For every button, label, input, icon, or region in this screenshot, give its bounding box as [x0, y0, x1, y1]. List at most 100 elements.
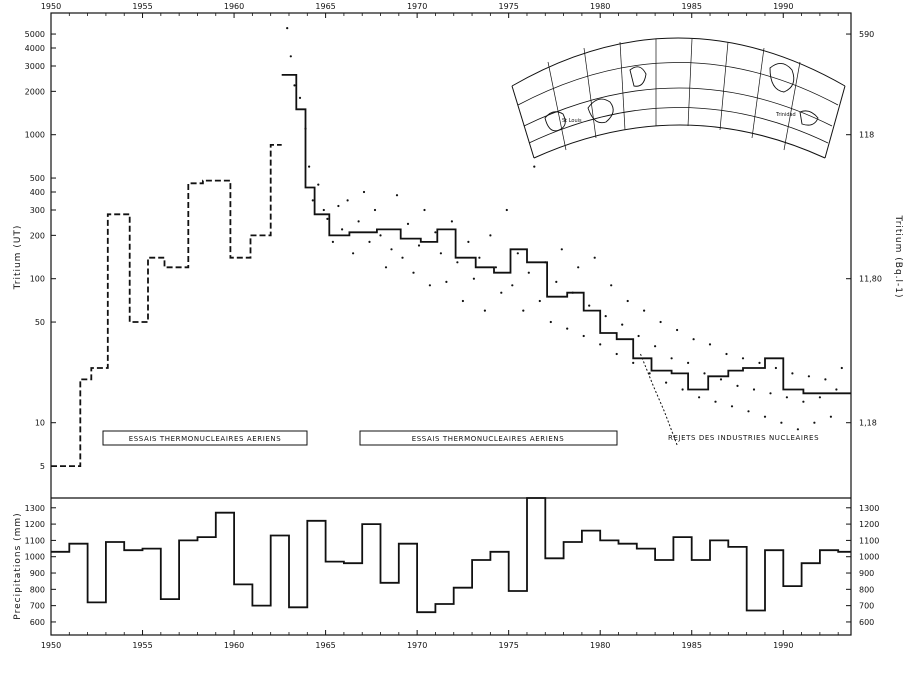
tritium-sample-point	[835, 388, 838, 391]
tritium-right-tick-label: 590	[859, 30, 874, 39]
tritium-sample-point	[522, 309, 525, 312]
tritium-sample-point	[538, 299, 541, 303]
tritium-left-axis: 5 10 50 100 200 300 400 500 1000 2000 3000 4000 5000	[25, 30, 56, 471]
precip-left-axis: 600 700 800 900 1000 1100 1200 1300	[25, 504, 56, 627]
top-tick-label: 1985	[682, 2, 702, 11]
tritium-sample-point	[483, 309, 486, 312]
tritium-sample-point	[769, 392, 772, 395]
precipitation-step-line	[51, 497, 851, 614]
precip-right-tick-label: 1000	[859, 553, 879, 562]
precip-right-tick-label: 1100	[859, 536, 879, 545]
tritium-ylabel-right: Tritium (Bq.l-1)	[893, 215, 903, 299]
tritium-sample-point	[322, 208, 325, 212]
tritium-sample-point	[439, 252, 442, 255]
tritium-sample-point	[311, 199, 314, 202]
tritium-sample-point	[298, 96, 302, 99]
tritium-left-tick-label: 10	[35, 419, 45, 428]
annotation-rejets: REJETS DES INDUSTRIES NUCLEAIRES	[668, 434, 819, 442]
tritium-left-tick-label: 2000	[25, 87, 45, 96]
top-tick-label: 1965	[315, 2, 335, 11]
tritium-sample-point	[326, 217, 329, 220]
tritium-sample-point	[289, 55, 292, 58]
tritium-sample-point	[516, 252, 519, 255]
tritium-sample-point	[341, 228, 344, 231]
top-tick-label: 1960	[224, 2, 244, 11]
tritium-sample-point	[434, 231, 437, 234]
annotation-box-1-text: ESSAIS THERMONUCLEAIRES AERIENS	[129, 435, 282, 443]
precip-right-tick-label: 700	[859, 602, 874, 611]
tritium-sample-point	[714, 400, 717, 403]
tritium-sample-point	[774, 366, 778, 370]
bottom-tick-label: 1970	[407, 641, 427, 650]
tritium-sample-point	[807, 375, 811, 378]
tritium-left-tick-label: 5000	[25, 30, 45, 39]
precip-right-tick-label: 900	[859, 569, 874, 578]
tritium-sample-point	[818, 396, 822, 399]
tritium-sample-point	[417, 244, 421, 247]
bottom-tick-label: 1980	[590, 641, 610, 650]
tritium-sample-point	[401, 256, 404, 259]
tritium-sample-point	[395, 194, 399, 197]
bottom-tick-label: 1990	[773, 641, 793, 650]
top-tick-label: 1990	[773, 2, 793, 11]
precip-left-tick-label: 900	[30, 569, 45, 578]
tritium-sample-point	[829, 415, 833, 418]
tritium-sample-point	[461, 299, 464, 303]
tritium-sample-point	[555, 280, 558, 283]
tritium-left-tick-label: 500	[30, 174, 45, 183]
tritium-sample-point	[456, 261, 459, 264]
tritium-sample-point	[615, 352, 618, 356]
tritium-sample-point	[780, 421, 783, 424]
tritium-sample-point	[511, 284, 514, 287]
precip-ylabel: Precipitations (mm)	[13, 512, 23, 619]
tritium-sample-point	[747, 410, 750, 413]
tritium-sample-point	[796, 428, 800, 431]
tritium-right-axis: 1,18 11,80 118 590	[846, 30, 882, 428]
top-axis: 1950 1955 1960 1965 1970 1975 1980 1985 1990	[41, 2, 839, 18]
tritium-sample-point	[489, 234, 492, 237]
bottom-tick-label: 1975	[498, 641, 518, 650]
annotation-box-2-text: ESSAIS THERMONUCLEAIRES AERIENS	[412, 435, 565, 443]
tritium-sample-point	[445, 280, 448, 283]
map-label-stlouis: St Louis	[562, 118, 582, 124]
tritium-sample-point	[560, 248, 563, 251]
tritium-sample-point	[840, 366, 843, 370]
tritium-right-tick-label: 11,80	[859, 275, 882, 284]
tritium-sample-point	[384, 266, 388, 269]
tritium-sample-point	[758, 361, 761, 364]
precip-left-tick-label: 1200	[25, 520, 45, 529]
tritium-sample-point	[357, 220, 360, 223]
annotation-box-1: ESSAIS THERMONUCLEAIRES AERIENS	[102, 430, 308, 446]
tritium-sample-point	[412, 271, 415, 274]
precip-right-axis: 600 700 800 900 1000 1100 1200 1300	[846, 504, 879, 627]
bottom-tick-label: 1965	[315, 641, 335, 650]
bottom-tick-label: 1985	[682, 641, 702, 650]
tritium-sample-point	[406, 222, 410, 225]
tritium-sample-point	[533, 165, 536, 168]
tritium-left-tick-label: 50	[35, 318, 45, 327]
tritium-sample-point	[643, 309, 646, 312]
tritium-sample-point	[752, 388, 756, 391]
tritium-sample-point	[599, 343, 602, 346]
tritium-sample-point	[648, 372, 651, 375]
tritium-sample-point	[692, 338, 695, 341]
tritium-ylabel: Tritium (UT)	[13, 225, 23, 291]
tritium-sample-point	[478, 256, 481, 259]
precipitation-series	[51, 497, 851, 614]
top-tick-label: 1980	[590, 2, 610, 11]
precip-left-tick-label: 1100	[25, 536, 45, 545]
tritium-sample-point	[802, 400, 805, 403]
top-tick-label: 1955	[132, 2, 152, 11]
tritium-sample-point	[791, 372, 794, 375]
tritium-sample-point	[670, 357, 673, 360]
tritium-sample-point	[544, 261, 547, 264]
map-label-trinidad: Trinidad	[775, 112, 796, 118]
tritium-sample-point	[593, 256, 596, 259]
tritium-sample-point	[637, 334, 640, 338]
tritium-sample-point	[626, 299, 629, 303]
tritium-sample-point	[373, 208, 377, 212]
tritium-sample-point	[571, 291, 574, 294]
tritium-sample-point	[681, 388, 684, 391]
bottom-axis: 1950 1955 1960 1965 1970 1975 1980 1985 1990	[41, 630, 839, 650]
